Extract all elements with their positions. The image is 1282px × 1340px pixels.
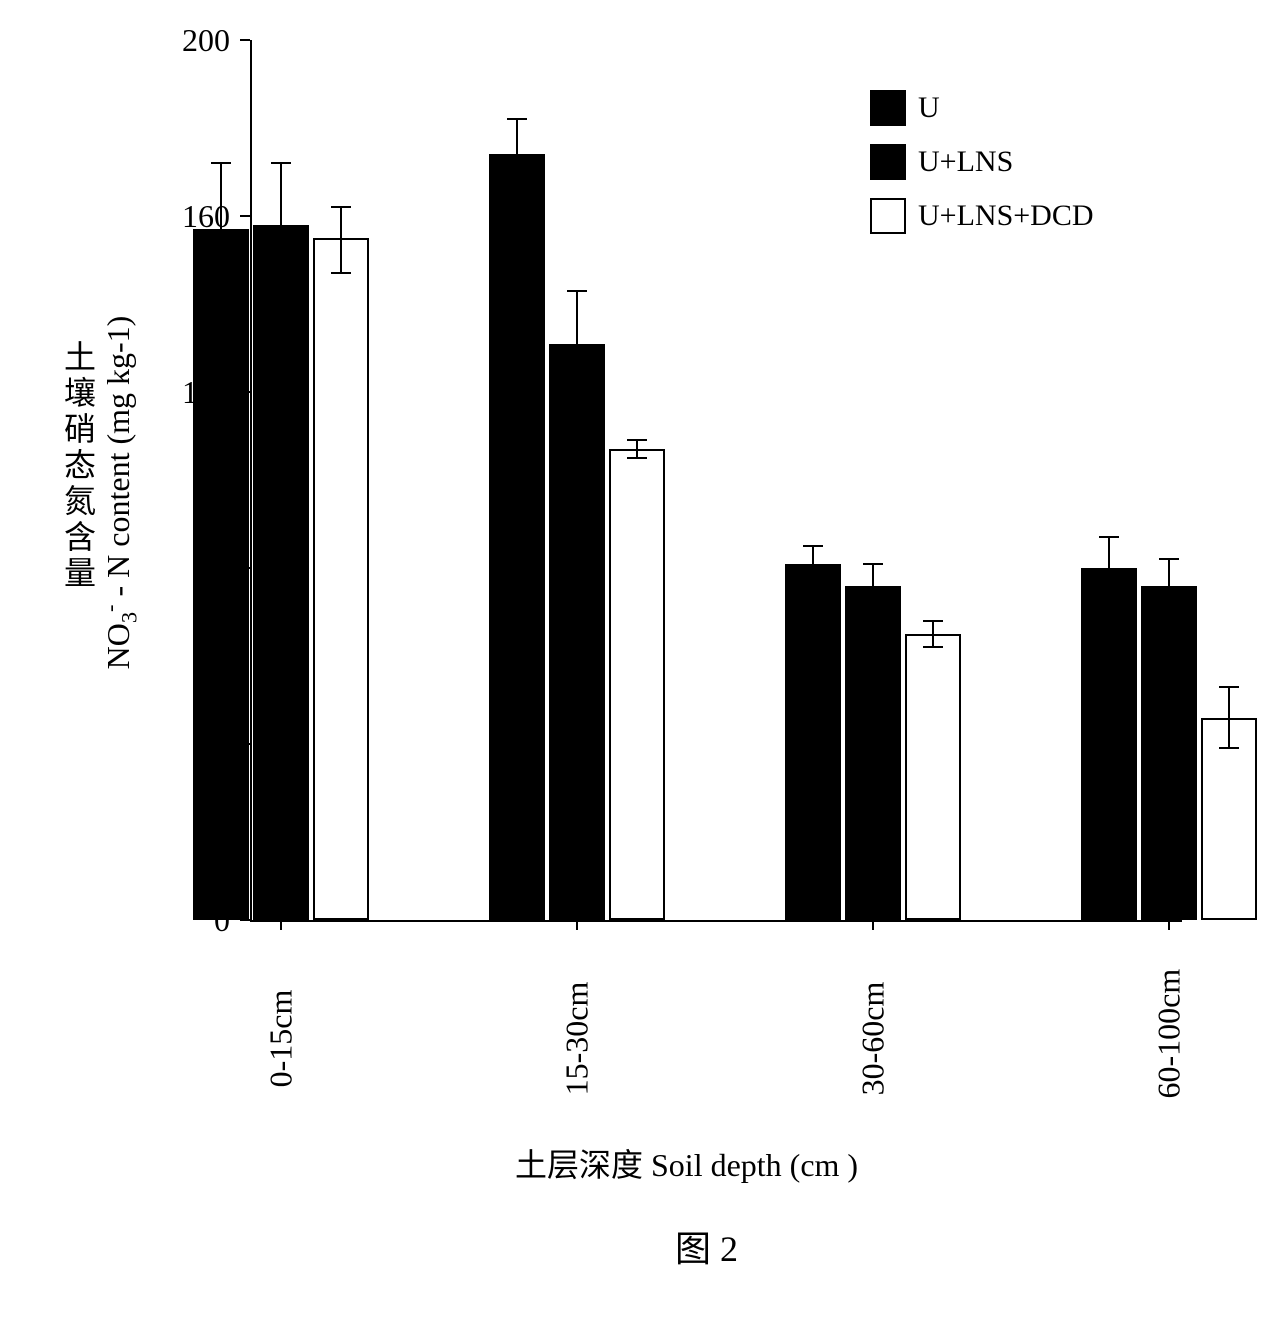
x-tick-mark	[576, 920, 578, 930]
legend-text: U+LNS+DCD	[918, 199, 1094, 233]
error-bar	[812, 546, 814, 564]
y-tick-mark	[240, 39, 250, 41]
bar	[253, 225, 309, 920]
error-bar	[636, 440, 638, 458]
error-bar	[1228, 687, 1230, 749]
error-cap-top	[863, 563, 883, 565]
error-cap-top	[507, 118, 527, 120]
error-cap-top	[803, 545, 823, 547]
legend-swatch	[870, 198, 906, 234]
y-tick-mark	[240, 215, 250, 217]
error-cap-top	[1219, 686, 1239, 688]
bar	[193, 229, 249, 920]
bar	[1141, 586, 1197, 920]
legend-text: U+LNS	[918, 145, 1013, 179]
error-cap-bottom	[331, 272, 351, 274]
bar	[845, 586, 901, 920]
legend-item: U+LNS	[870, 144, 1094, 180]
legend-swatch	[870, 90, 906, 126]
bar	[609, 449, 665, 920]
y-axis-label-chinese: 土壤硝态氮含量	[55, 340, 101, 592]
y-tick-label: 200	[160, 22, 230, 59]
error-cap-top	[1099, 536, 1119, 538]
error-cap-top	[627, 439, 647, 441]
error-bar	[1168, 559, 1170, 585]
error-cap-top	[211, 162, 231, 164]
x-tick-mark	[872, 920, 874, 930]
error-bar	[1108, 537, 1110, 568]
error-cap-bottom	[627, 457, 647, 459]
x-tick-mark	[1168, 920, 1170, 930]
error-cap-bottom	[211, 241, 231, 243]
error-bar	[280, 163, 282, 225]
error-cap-top	[271, 162, 291, 164]
error-cap-top	[331, 206, 351, 208]
x-tick-label: 60-100cm	[1151, 979, 1188, 1099]
bar	[1081, 568, 1137, 920]
error-cap-top	[567, 290, 587, 292]
error-bar	[576, 291, 578, 344]
error-bar	[516, 119, 518, 154]
error-cap-top	[1159, 558, 1179, 560]
legend-text: U	[918, 91, 940, 125]
x-axis-label: 土层深度 Soil depth (cm )	[515, 1140, 858, 1186]
y-axis-label-english: NO3- - N content (mg kg-1)	[97, 293, 142, 693]
error-cap-bottom	[1219, 747, 1239, 749]
bar	[905, 634, 961, 920]
legend-swatch	[870, 144, 906, 180]
x-tick-mark	[280, 920, 282, 930]
bar	[785, 564, 841, 920]
error-bar	[932, 621, 934, 647]
error-cap-bottom	[923, 646, 943, 648]
error-bar	[872, 564, 874, 586]
x-tick-label: 30-60cm	[855, 979, 892, 1099]
legend-item: U+LNS+DCD	[870, 198, 1094, 234]
error-cap-top	[923, 620, 943, 622]
figure-label: 图 2	[675, 1220, 738, 1272]
error-bar	[220, 163, 222, 242]
x-tick-label: 15-30cm	[559, 979, 596, 1099]
legend: U U+LNS U+LNS+DCD	[870, 90, 1094, 252]
error-bar	[340, 207, 342, 273]
bar	[549, 344, 605, 920]
legend-item: U	[870, 90, 1094, 126]
bar	[313, 238, 369, 920]
bar	[489, 154, 545, 920]
chart-container: 土壤硝态氮含量 NO3- - N content (mg kg-1) 土层深度 …	[0, 0, 1282, 1340]
x-tick-label: 0-15cm	[263, 979, 300, 1099]
